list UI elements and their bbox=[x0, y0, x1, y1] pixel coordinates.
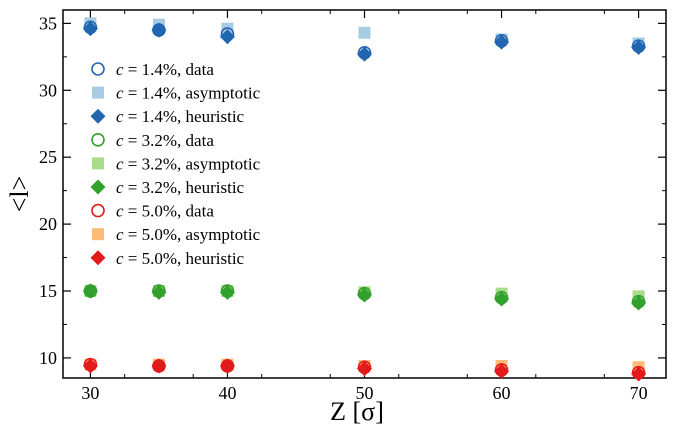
x-tick-label: 50 bbox=[356, 383, 374, 403]
y-tick-label: 20 bbox=[39, 214, 57, 234]
legend-label: c = 5.0%, asymptotic bbox=[116, 225, 261, 244]
x-tick-label: 30 bbox=[81, 383, 99, 403]
legend-marker bbox=[92, 86, 104, 99]
legend-marker bbox=[92, 228, 104, 241]
data-point-open-circle bbox=[220, 284, 235, 298]
legend-entry: c = 3.2%, heuristic bbox=[90, 178, 245, 197]
data-point-open-circle bbox=[494, 363, 509, 377]
y-axis-label: <l> bbox=[5, 176, 34, 213]
data-point-open-circle bbox=[220, 27, 235, 41]
legend-entry: c = 5.0%, data bbox=[91, 202, 214, 221]
data-point-open-circle bbox=[357, 286, 372, 301]
data-point-open-circle bbox=[631, 39, 646, 53]
data-point-open-circle bbox=[83, 357, 98, 372]
legend-entry: c = 1.4%, data bbox=[91, 60, 214, 79]
data-point-diamond bbox=[219, 29, 235, 45]
x-tick-label: 70 bbox=[630, 383, 648, 403]
legend-marker bbox=[91, 203, 105, 218]
data-point-open-circle bbox=[357, 46, 372, 60]
legend-label: c = 1.4%, data bbox=[116, 60, 214, 79]
legend-marker bbox=[91, 62, 105, 76]
data-point-open-circle bbox=[494, 290, 509, 305]
legend-marker bbox=[90, 108, 106, 124]
legend-label: c = 1.4%, asymptotic bbox=[116, 84, 261, 103]
data-point-open-circle bbox=[152, 23, 166, 37]
data-point-open-circle bbox=[220, 359, 235, 373]
data-point-open-circle bbox=[357, 360, 372, 375]
legend-entry: c = 5.0%, asymptotic bbox=[92, 225, 261, 244]
data-point-open-circle bbox=[494, 33, 509, 48]
legend-label: c = 1.4%, heuristic bbox=[116, 107, 245, 126]
legend-label: c = 3.2%, data bbox=[116, 131, 214, 150]
x-tick-label: 40 bbox=[218, 383, 236, 403]
y-tick-label: 10 bbox=[39, 348, 57, 368]
data-point-open-circle bbox=[631, 365, 646, 380]
legend: c = 1.4%, data c = 1.4%, asymptotic c = 1.… bbox=[90, 60, 261, 268]
legend-marker bbox=[92, 157, 104, 170]
legend-label: c = 5.0%, heuristic bbox=[116, 249, 245, 268]
data-point-open-circle bbox=[152, 359, 166, 373]
legend-entry: c = 1.4%, heuristic bbox=[90, 107, 245, 126]
y-tick-label: 25 bbox=[39, 147, 57, 167]
legend-marker bbox=[90, 250, 106, 266]
data-point-open-circle bbox=[631, 294, 646, 309]
legend-label: c = 3.2%, asymptotic bbox=[116, 154, 261, 173]
legend-entry: c = 1.4%, asymptotic bbox=[92, 84, 261, 103]
legend-marker bbox=[90, 179, 106, 195]
legend-entry: c = 3.2%, asymptotic bbox=[92, 154, 261, 173]
legend-entry: c = 3.2%, data bbox=[91, 131, 214, 150]
y-tick-label: 30 bbox=[39, 80, 57, 100]
x-axis-label: Z [σ] bbox=[330, 397, 384, 426]
data-point-square bbox=[358, 26, 371, 39]
legend-label: c = 5.0%, data bbox=[116, 202, 214, 221]
y-tick-label: 35 bbox=[39, 13, 57, 33]
data-markers bbox=[82, 17, 647, 382]
x-tick-label: 60 bbox=[493, 383, 511, 403]
y-tick-label: 15 bbox=[39, 281, 57, 301]
legend-entry: c = 5.0%, heuristic bbox=[90, 249, 245, 268]
data-point-open-circle bbox=[83, 20, 98, 35]
legend-label: c = 3.2%, heuristic bbox=[116, 178, 245, 197]
legend-marker bbox=[91, 133, 105, 147]
data-point-open-circle bbox=[152, 284, 166, 298]
data-point-open-circle bbox=[83, 284, 98, 298]
data-point-diamond bbox=[82, 21, 98, 37]
